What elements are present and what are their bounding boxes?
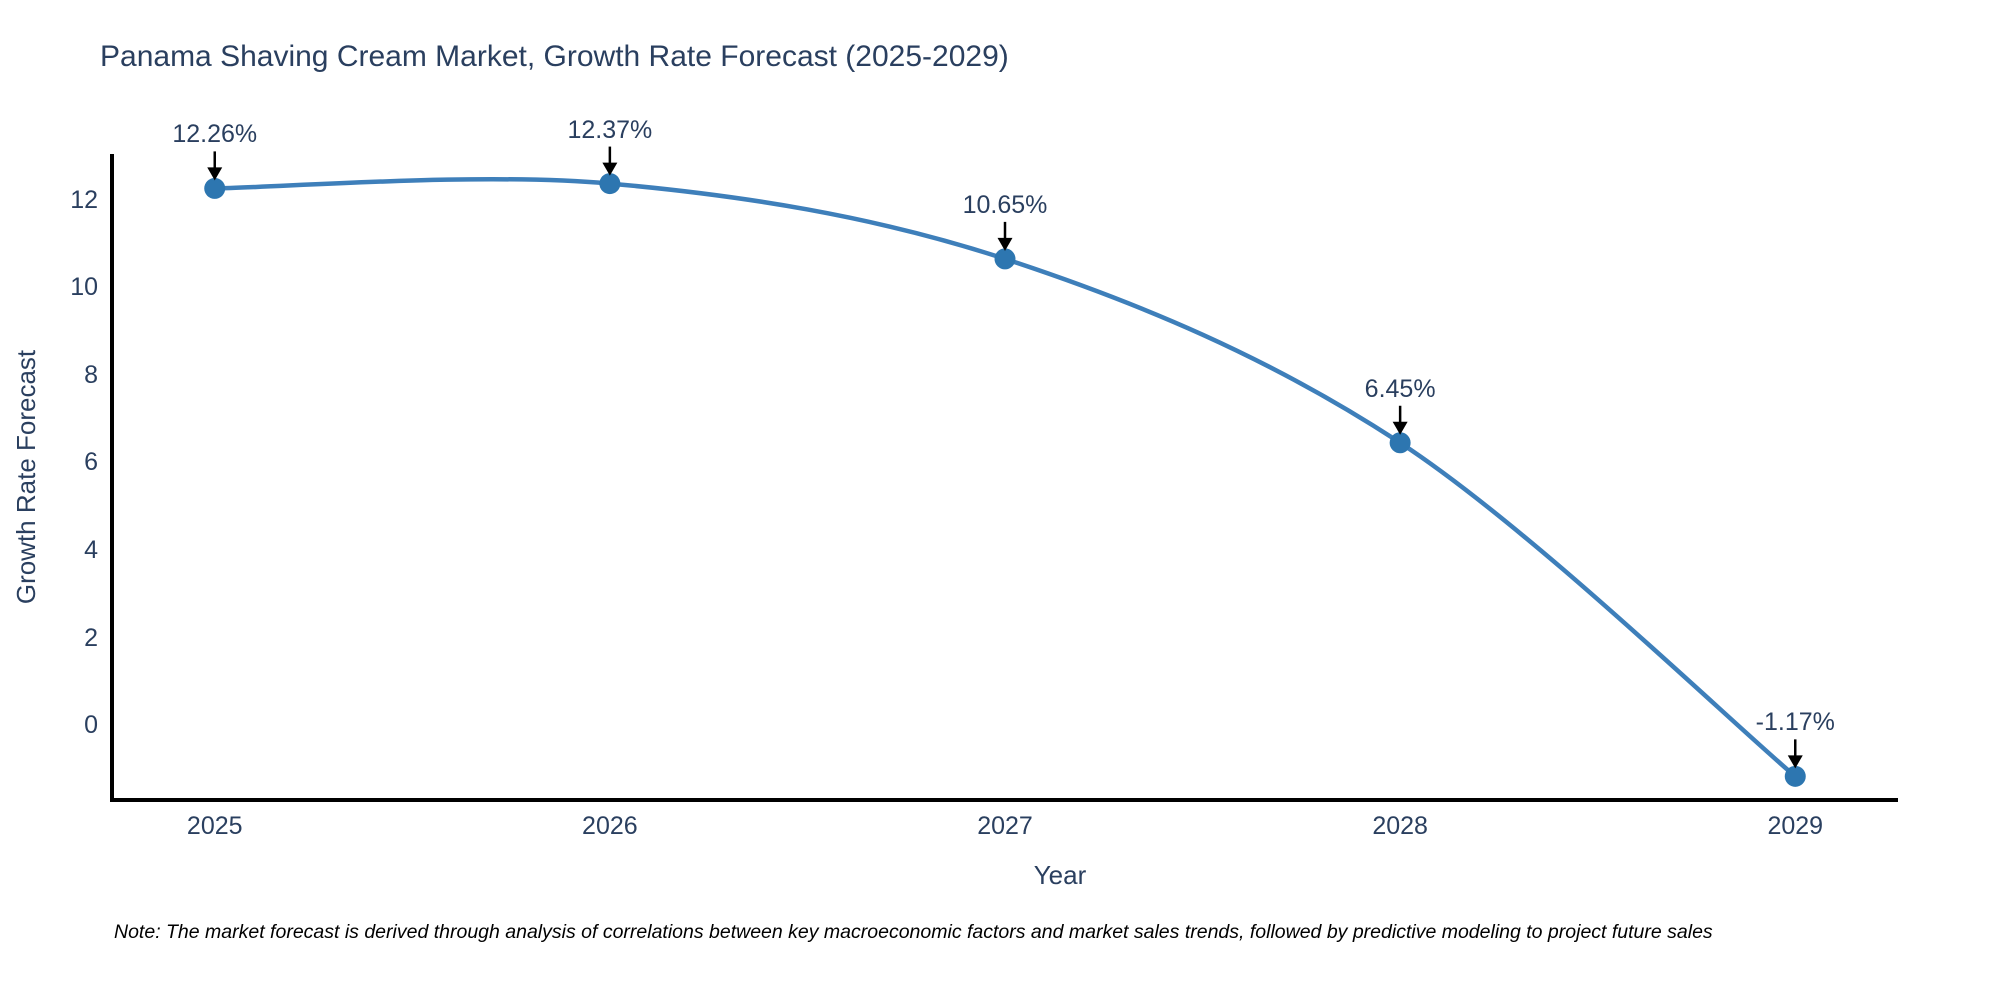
data-point-label: 6.45% — [1364, 374, 1436, 403]
data-point-marker — [1784, 765, 1806, 787]
data-point-marker — [994, 248, 1016, 270]
x-tick-label: 2025 — [186, 812, 243, 840]
x-tick-label: 2028 — [1372, 812, 1428, 840]
data-point-marker — [1389, 432, 1411, 454]
data-point-marker — [204, 177, 226, 199]
data-point-label: 12.37% — [567, 115, 653, 144]
annotation-arrowhead — [997, 237, 1013, 251]
x-tick-label: 2029 — [1767, 812, 1824, 840]
annotation-arrowhead — [1392, 421, 1408, 435]
data-point-label: 12.26% — [172, 120, 258, 149]
y-tick-label: 12 — [70, 185, 98, 214]
y-tick-label: 8 — [84, 360, 98, 389]
annotation-arrowhead — [207, 167, 223, 181]
data-point-label: -1.17% — [1755, 708, 1835, 737]
y-tick-label: 4 — [84, 536, 98, 565]
y-tick-label: 6 — [84, 448, 98, 477]
y-tick-label: 10 — [70, 273, 98, 302]
annotation-arrowhead — [1787, 755, 1803, 769]
y-tick-label: 2 — [84, 623, 98, 652]
x-axis-title: Year — [1033, 860, 1087, 890]
annotation-arrowhead — [602, 162, 618, 176]
data-point-label: 10.65% — [962, 190, 1048, 219]
footnote: Note: The market forecast is derived thr… — [114, 921, 1713, 943]
data-point-marker — [599, 173, 621, 195]
chart-title: Panama Shaving Cream Market, Growth Rate… — [100, 40, 1009, 73]
x-tick-label: 2026 — [582, 812, 638, 840]
y-tick-label: 0 — [84, 711, 98, 740]
x-tick-label: 2027 — [977, 812, 1033, 840]
